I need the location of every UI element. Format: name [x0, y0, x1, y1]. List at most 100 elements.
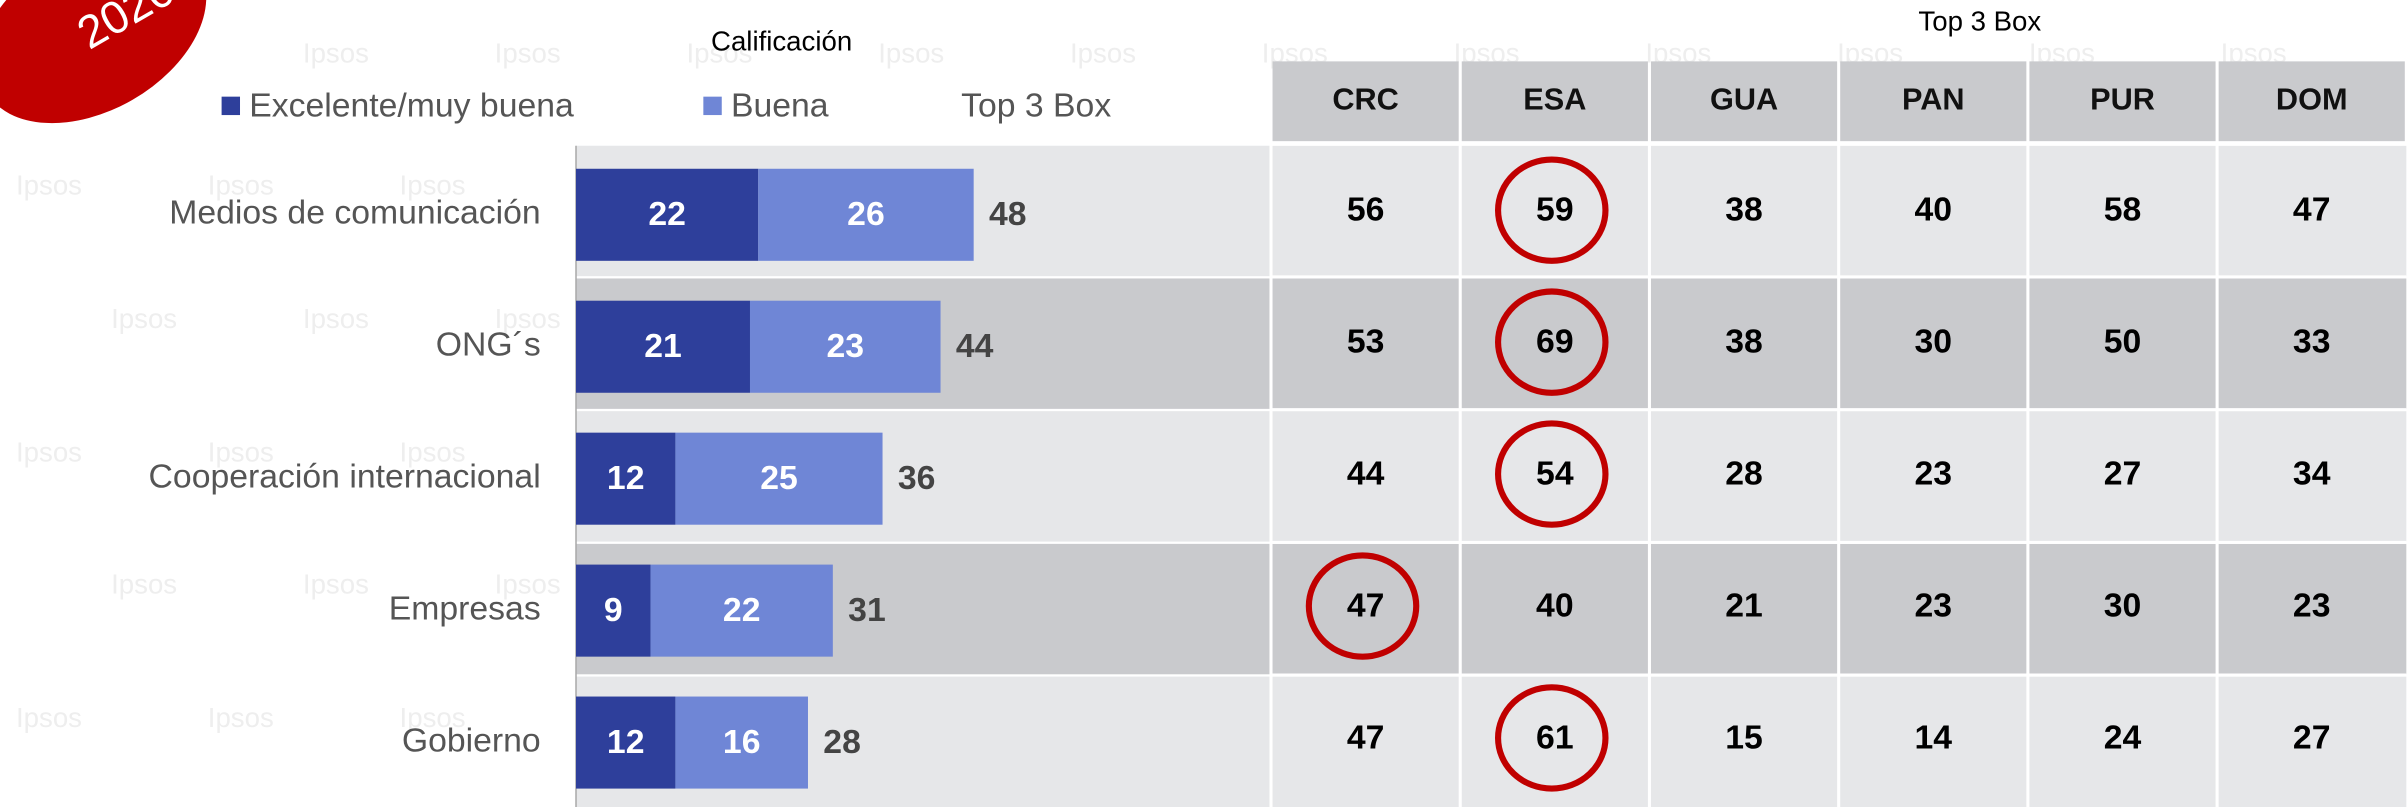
bar-label: 16 — [723, 723, 761, 761]
table-value: 30 — [1915, 323, 1953, 361]
header-cell — [1272, 61, 1459, 142]
watermark: Ipsos — [400, 436, 466, 467]
table-value: 28 — [1725, 455, 1763, 493]
watermark: Ipsos — [16, 702, 82, 733]
table-value: 23 — [2293, 586, 2331, 624]
table-value: 21 — [1725, 586, 1763, 624]
bar-segment — [576, 564, 651, 657]
watermark: Ipsos — [303, 38, 369, 69]
bar-segment — [650, 564, 833, 657]
bar-segment — [576, 432, 676, 525]
table-value: 27 — [2293, 718, 2331, 756]
highlight-circle — [1495, 288, 1609, 396]
header-cell — [1840, 61, 2027, 142]
table-value: 27 — [2104, 455, 2142, 493]
category-label: ONG´s — [436, 326, 541, 364]
row-band — [576, 543, 2407, 675]
category-label: Gobierno — [402, 721, 541, 759]
highlight-circle — [1495, 420, 1609, 528]
watermark: Ipsos — [111, 303, 177, 334]
watermark: Ipsos — [686, 38, 752, 69]
table-value: 47 — [2293, 191, 2331, 229]
header-cell — [1461, 61, 1648, 142]
badge-shape — [0, 0, 207, 124]
table-value: 14 — [1915, 718, 1953, 756]
bar-segment — [675, 696, 808, 789]
table-value: 44 — [1347, 455, 1385, 493]
watermark: Ipsos — [208, 436, 274, 467]
watermark: Ipsos — [16, 436, 82, 467]
table-value: 54 — [1536, 455, 1574, 493]
background — [575, 61, 2407, 807]
watermark: Ipsos — [208, 169, 274, 200]
column-header: PUR — [2090, 81, 2155, 116]
total-label: 48 — [989, 195, 1027, 233]
category-label: Empresas — [389, 590, 541, 628]
table-value: 50 — [2104, 323, 2142, 361]
badge: 2020 — [0, 0, 207, 124]
table-value: 23 — [1915, 586, 1953, 624]
category-label: Cooperación internacional — [149, 458, 541, 496]
highlight-circle — [1495, 156, 1609, 264]
watermark: Ipsos — [878, 38, 944, 69]
table-value: 15 — [1725, 718, 1763, 756]
legend-label: Buena — [731, 86, 829, 124]
column-header: CRC — [1332, 81, 1398, 116]
watermark: Ipsos — [400, 169, 466, 200]
table-value: 61 — [1536, 718, 1574, 756]
legend-swatch — [221, 96, 241, 116]
total-label: 44 — [956, 327, 994, 365]
bar-label: 23 — [826, 327, 864, 365]
watermark: Ipsos — [495, 38, 561, 69]
bar-label: 22 — [723, 591, 761, 629]
header-cell — [2218, 61, 2405, 142]
total-label: 31 — [848, 591, 886, 629]
watermark: Ipsos — [208, 702, 274, 733]
watermark: Ipsos — [495, 303, 561, 334]
watermark: Ipsos — [495, 568, 561, 599]
row-band — [576, 676, 2407, 807]
watermark: Ipsos — [16, 169, 82, 200]
highlight-circle — [1495, 684, 1609, 792]
watermark: Ipsos — [111, 568, 177, 599]
bar-segment — [675, 432, 883, 525]
bar-segment — [576, 696, 676, 789]
table-value: 59 — [1536, 191, 1574, 229]
table-value: 38 — [1725, 323, 1763, 361]
column-header: DOM — [2276, 81, 2348, 116]
bar-segment — [749, 300, 941, 393]
table-value: 33 — [2293, 323, 2331, 361]
column-header: GUA — [1710, 81, 1778, 116]
watermark: Ipsos — [303, 568, 369, 599]
table-value: 56 — [1347, 191, 1385, 229]
legend-label: Excelente/muy buena — [249, 86, 574, 124]
table-value: 69 — [1536, 323, 1574, 361]
bar-segment — [576, 168, 759, 261]
watermark: Ipsos — [303, 303, 369, 334]
table-value: 24 — [2104, 718, 2142, 756]
table-value: 23 — [1915, 455, 1953, 493]
table-title: Top 3 Box — [1918, 5, 2041, 36]
bar-segment — [576, 300, 750, 393]
category-label: Medios de comunicación — [169, 194, 540, 232]
table-value: 40 — [1536, 586, 1574, 624]
bar-segment — [758, 168, 974, 261]
bar-label: 25 — [760, 459, 798, 497]
table-value: 30 — [2104, 586, 2142, 624]
table-value: 47 — [1347, 586, 1385, 624]
bar-label: 26 — [847, 195, 885, 233]
header-cell — [1650, 61, 1838, 142]
watermark: Ipsos — [1070, 38, 1136, 69]
legend-swatch — [703, 96, 722, 116]
legend-label: Top 3 Box — [961, 86, 1111, 124]
table-value: 47 — [1347, 718, 1385, 756]
highlight-circle — [1305, 552, 1420, 660]
total-label: 28 — [823, 723, 861, 761]
table-value: 53 — [1347, 323, 1385, 361]
column-header: ESA — [1523, 81, 1586, 116]
table-value: 40 — [1915, 191, 1953, 229]
table-value: 38 — [1725, 191, 1763, 229]
total-label: 36 — [898, 459, 936, 497]
